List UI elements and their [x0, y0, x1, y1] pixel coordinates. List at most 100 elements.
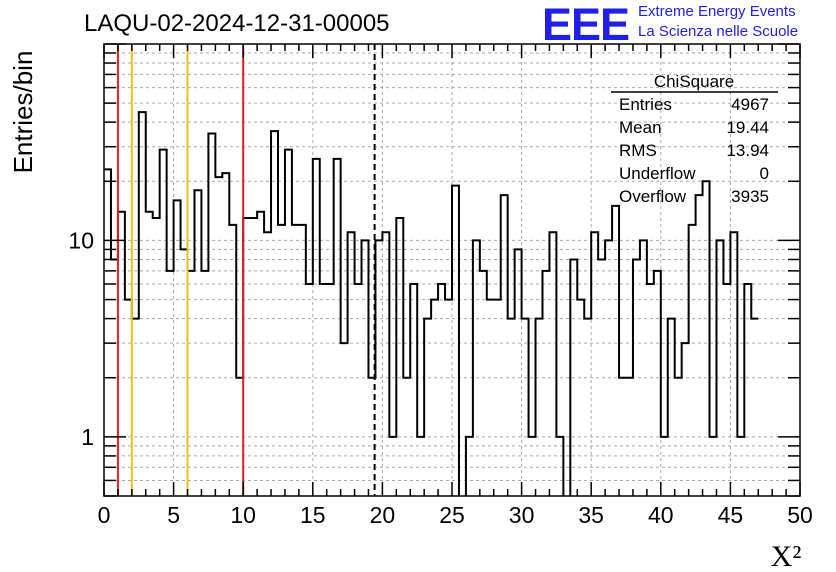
histogram-bin [696, 195, 703, 496]
stats-row: Overflow 3935 [619, 187, 769, 206]
histogram-bin [181, 249, 188, 496]
stats-row-value: 3935 [731, 187, 769, 206]
histogram-bin [723, 284, 730, 496]
histogram-bin [577, 300, 584, 496]
histogram-bin [668, 319, 675, 496]
histogram-bin [431, 300, 438, 496]
histogram-bin [334, 159, 341, 496]
histogram-bin [188, 271, 195, 496]
histogram-bin [215, 177, 222, 496]
histogram-bin [619, 378, 626, 496]
histogram-bin [452, 186, 459, 496]
x-tick-label: 45 [718, 502, 744, 528]
x-tick-label: 30 [509, 502, 535, 528]
histogram-bin [522, 319, 529, 496]
histogram-bin [703, 181, 710, 496]
histogram-bin [647, 284, 654, 496]
histogram-bin [473, 240, 480, 496]
histogram-bin [327, 284, 334, 496]
histogram-bin [494, 300, 501, 496]
histogram-bin [236, 378, 243, 496]
histogram-bin [487, 300, 494, 496]
histogram-bin [675, 378, 682, 496]
stats-row-label: Entries [619, 95, 672, 114]
histogram-bin [542, 271, 549, 496]
grid [104, 44, 800, 496]
histogram-step-line [104, 111, 759, 496]
histogram-bin [598, 259, 605, 496]
stats-rows: Entries 4967 Mean 19.44 RMS 13.94 Underflow 0 Ov… [619, 95, 769, 206]
histogram-bin [243, 218, 250, 496]
stats-box: ChiSquare Entries 4967 Mean 19.44 RMS 13.94 Un… [611, 72, 778, 206]
histogram-bin [466, 437, 473, 496]
histogram-bin [153, 218, 160, 496]
histogram-bin [257, 212, 264, 496]
histogram-bin [208, 134, 215, 496]
x-tick-label: 5 [167, 502, 180, 528]
histogram-bin [194, 190, 201, 496]
histogram-bin [529, 437, 536, 496]
histogram-bin [508, 319, 515, 496]
histogram-bin [167, 271, 174, 496]
histogram-bin [382, 232, 389, 496]
histogram-bin [292, 225, 299, 496]
reference-lines [116, 44, 376, 496]
histogram-bin [751, 319, 758, 496]
histogram-bin [278, 225, 285, 496]
histogram-bin [362, 240, 369, 496]
y-tick-label: 1 [81, 424, 94, 450]
histogram-bin [403, 378, 410, 496]
histogram-bin [480, 271, 487, 496]
histogram-bin [570, 259, 577, 496]
histogram-bin [201, 271, 208, 496]
histogram-bin [445, 300, 452, 496]
histogram-bin [737, 437, 744, 496]
x-tick-label: 40 [648, 502, 674, 528]
stats-row-label: RMS [619, 141, 657, 160]
stats-row-label: Underflow [619, 164, 696, 183]
histogram-bin [313, 159, 320, 496]
stats-row: Entries 4967 [619, 95, 769, 114]
eee-logo: EEE [542, 0, 630, 50]
histogram-bin [605, 240, 612, 496]
histogram-bin [132, 319, 139, 496]
x-axis-label: X² [771, 540, 802, 572]
histogram-bin [626, 378, 633, 496]
histogram-bin [501, 195, 508, 496]
histogram-bin [264, 232, 271, 496]
histogram-bin [591, 232, 598, 496]
histogram-bin [174, 200, 181, 496]
histogram-bin [229, 225, 236, 496]
histogram-bin [355, 284, 362, 496]
stats-row: Underflow 0 [619, 164, 769, 183]
logo-subtitle-line2: La Scienza nelle Scuole [638, 23, 799, 40]
histogram-bin [515, 249, 522, 496]
histogram-bin [744, 284, 751, 496]
histogram-bin [640, 240, 647, 496]
histogram-bin [612, 206, 619, 496]
histogram-bin [633, 259, 640, 496]
histogram-bin [341, 343, 348, 496]
x-tick-label: 50 [787, 502, 813, 528]
histogram-bin [125, 300, 132, 496]
histogram-bin [730, 232, 737, 496]
histogram-bin [118, 212, 125, 496]
histogram-bin [104, 169, 111, 496]
histogram-bin [299, 225, 306, 496]
histogram-bin [549, 232, 556, 496]
stats-row-value: 13.94 [726, 141, 769, 160]
histogram-bin [139, 112, 146, 496]
histogram-bin [584, 319, 591, 496]
histogram-bin [146, 212, 153, 496]
histogram-bin [222, 173, 229, 496]
histogram-bin [682, 343, 689, 496]
stats-row: Mean 19.44 [619, 118, 769, 137]
histogram-bin [536, 319, 543, 496]
x-tick-label: 15 [300, 502, 326, 528]
histogram-series [104, 111, 759, 496]
x-tick-label: 20 [370, 502, 396, 528]
stats-row-value: 4967 [731, 95, 769, 114]
histogram-bin [271, 131, 278, 496]
x-tick-label: 35 [578, 502, 604, 528]
histogram-bin [410, 284, 417, 496]
